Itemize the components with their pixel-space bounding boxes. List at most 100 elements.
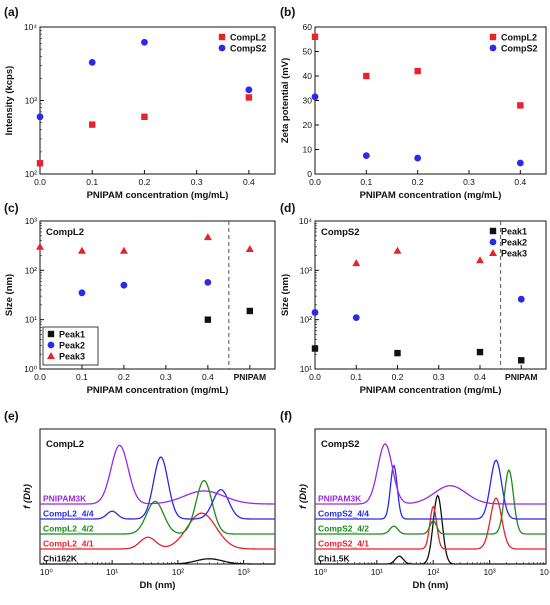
- x-axis-label: PNIPAM concentration (mg/mL): [360, 190, 502, 201]
- data-point-compl2: [89, 121, 96, 128]
- panel-label: (b): [280, 5, 295, 19]
- x-axis-label: Dh (nm): [413, 580, 449, 591]
- x-tick-label: 0.4: [202, 372, 214, 382]
- legend-label: Peak2: [59, 341, 85, 351]
- legend-marker: [489, 238, 497, 246]
- x-axis-label: Dh (nm): [140, 580, 176, 591]
- x-tick-label: 0.4: [514, 177, 526, 187]
- curve-chi1-5k: [315, 494, 546, 565]
- panel-title: CompL2: [46, 439, 84, 450]
- data-point-peak1: [476, 348, 484, 356]
- x-tick-label: 0.1: [350, 372, 362, 382]
- legend-marker: [47, 341, 55, 349]
- curve-comps2-4-4: [315, 459, 546, 520]
- plot-frame: [39, 220, 276, 370]
- x-tick-label: 0.3: [463, 177, 475, 187]
- panel-label: (e): [4, 409, 19, 423]
- y-tick-label: 0: [307, 169, 312, 179]
- x-axis-label: PNIPAM concentration (mg/mL): [360, 385, 502, 396]
- y-tick-label: 30: [303, 96, 313, 106]
- panel-5: (e) 10⁰ 10¹ 10² 10³ Dh (nm) f (Dh) CompL2 Chi162…: [4, 409, 276, 591]
- x-tick-label: 0.1: [76, 372, 88, 382]
- x-tick-label: 0.3: [191, 177, 203, 187]
- series-label: CompS2_4/4: [318, 509, 369, 519]
- data-point-compl2: [141, 113, 148, 121]
- x-tick-label: 0.2: [118, 372, 130, 382]
- data-point-peak2: [78, 289, 86, 297]
- data-point-peak1: [246, 307, 254, 315]
- legend-label: Peak3: [59, 352, 85, 362]
- legend-marker: [489, 33, 497, 41]
- y-tick-label: 20: [303, 120, 313, 130]
- data-point-peak2: [517, 295, 525, 303]
- panel-label: (c): [4, 201, 19, 215]
- data-point-comps2: [36, 113, 44, 121]
- x-axis-label: PNIPAM concentration (mg/mL): [87, 190, 229, 201]
- legend-label: CompS2: [230, 44, 267, 54]
- series-label: PNIPAM3K: [318, 494, 362, 504]
- y-tick-label: 10: [303, 145, 313, 155]
- data-point-compl2: [414, 67, 421, 75]
- y-tick-label: 50: [303, 47, 313, 57]
- panel-label: (f): [280, 409, 292, 423]
- legend-marker: [489, 227, 497, 235]
- y-axis-label: Size (nm): [280, 274, 291, 316]
- series-label: Chi162K: [43, 554, 78, 564]
- panel-title: CompS2: [321, 439, 360, 450]
- curve-comps2-4-2: [315, 469, 546, 535]
- y-tick-label: 10⁰: [24, 364, 37, 374]
- y-axis-label: f (Dh): [22, 484, 33, 509]
- data-point-compl2: [245, 94, 253, 101]
- panel-title: CompL2: [46, 227, 84, 238]
- y-tick-label: 10³: [25, 96, 37, 106]
- data-point-compl2: [311, 33, 319, 40]
- curve-compl2-4-1: [40, 512, 275, 550]
- x-tick-label: 10¹: [106, 567, 118, 577]
- x-tick-label: PNIPAM: [234, 372, 266, 382]
- legend-label: CompS2: [501, 44, 538, 54]
- legend-label: CompL2: [501, 33, 537, 43]
- x-tick-label: 0.0: [34, 372, 46, 382]
- x-tick-label: 10⁴: [539, 567, 550, 577]
- legend-marker: [489, 249, 497, 256]
- panel-title: CompS2: [321, 227, 360, 238]
- legend-label: Peak1: [501, 227, 527, 237]
- x-tick-label: PNIPAM: [505, 372, 537, 382]
- y-tick-label: 60: [303, 22, 313, 32]
- data-point-peak2: [120, 281, 128, 289]
- data-point-compl2: [363, 72, 370, 80]
- y-tick-label: 10¹: [300, 364, 312, 374]
- x-tick-label: 10²: [427, 567, 439, 577]
- data-point-peak2: [311, 309, 319, 316]
- legend-marker: [47, 330, 55, 338]
- x-tick-label: 10²: [172, 567, 184, 577]
- y-tick-label: 40: [303, 71, 313, 81]
- x-tick-label: 10⁰: [314, 567, 327, 577]
- y-tick-label: 10⁴: [24, 22, 37, 32]
- legend-label: Peak2: [501, 238, 527, 248]
- series-label: CompL2_4/2: [43, 524, 94, 534]
- x-tick-label: 0.1: [360, 177, 372, 187]
- series-label: Chi1.5K: [318, 554, 351, 564]
- curve-pnipam3k: [40, 444, 275, 505]
- curve-chi162k: [40, 558, 275, 565]
- panel-3: (c) 0.0 0.1 0.2 0.3 0.4 PNIPAM 10⁰ 10¹ 10² 10³ PNIP…: [4, 201, 276, 396]
- data-point-peak3: [476, 256, 484, 264]
- data-point-comps2: [245, 86, 253, 94]
- panel-label: (d): [280, 201, 295, 215]
- series-label: CompS2_4/2: [318, 524, 369, 534]
- x-tick-label: 0.3: [160, 372, 172, 382]
- y-axis-label: Zeta potential (mV): [280, 58, 291, 144]
- data-point-comps2: [516, 159, 524, 167]
- y-tick-label: 10²: [25, 265, 37, 275]
- legend-marker: [218, 44, 226, 52]
- data-point-peak3: [119, 246, 128, 254]
- legend-marker: [47, 352, 55, 359]
- data-point-peak3: [36, 242, 44, 250]
- data-point-peak1: [311, 345, 319, 352]
- panel-4: (d) 0.0 0.1 0.2 0.3 0.4 PNIPAM 10¹ 10² 10³ 10⁴ PNIP…: [280, 201, 547, 396]
- panel-1: (a) 0.0 0.1 0.2 0.3 0.4 10² 10³ 10⁴ PNIPAM concen…: [4, 5, 276, 201]
- data-point-peak2: [352, 314, 360, 322]
- legend-label: Peak1: [59, 330, 85, 340]
